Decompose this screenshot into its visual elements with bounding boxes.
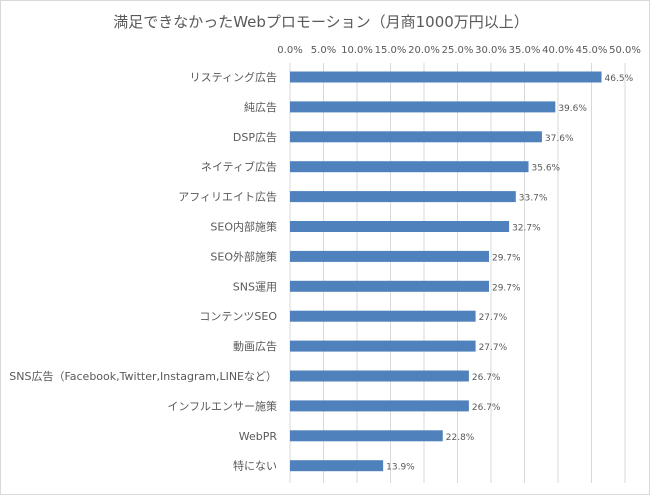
data-label: 29.7% <box>492 283 521 293</box>
category-label: SEO内部施策 <box>210 220 277 234</box>
category-label: コンテンツSEO <box>199 310 277 323</box>
data-label: 33.7% <box>519 194 548 204</box>
bars <box>290 71 602 472</box>
x-tick-label: 15.0% <box>375 45 407 56</box>
category-label: ネイティブ広告 <box>201 160 277 174</box>
data-label: 13.9% <box>386 463 415 473</box>
bar <box>290 340 476 352</box>
bar <box>290 460 384 472</box>
bar <box>290 280 489 292</box>
data-label: 26.7% <box>472 403 501 413</box>
chart-title: 満足できなかったWebプロモーション（月商1000万円以上） <box>113 13 529 31</box>
category-label: 動画広告 <box>233 339 277 353</box>
data-label: 29.7% <box>492 253 521 263</box>
data-label: 27.7% <box>479 343 508 353</box>
x-tick-label: 50.0% <box>609 45 641 56</box>
bar <box>290 71 602 83</box>
data-label: 35.6% <box>532 164 561 174</box>
bar <box>290 400 469 412</box>
bar <box>290 430 443 442</box>
x-tick-label: 25.0% <box>442 45 474 56</box>
x-tick-label: 35.0% <box>509 45 541 56</box>
x-tick-label: 20.0% <box>408 45 440 56</box>
bar <box>290 221 510 232</box>
x-tick-label: 10.0% <box>341 45 373 56</box>
category-label: アフィリエイト広告 <box>178 191 277 204</box>
category-label: 特にない <box>233 459 277 473</box>
category-label: SNS広告（Facebook,Twitter,Instagram,LINEなど） <box>9 370 277 383</box>
bar <box>290 310 476 322</box>
x-tick-label: 30.0% <box>475 45 507 56</box>
category-label: SEO外部施策 <box>210 249 277 263</box>
bar <box>290 250 489 262</box>
x-tick-label: 0.0% <box>277 45 302 56</box>
category-label: DSP広告 <box>233 131 277 144</box>
bar <box>290 101 556 113</box>
category-label: インフルエンサー施策 <box>167 399 277 413</box>
gridlines <box>289 63 626 483</box>
bar <box>290 161 529 173</box>
data-label: 37.6% <box>545 134 574 144</box>
data-label: 32.7% <box>512 224 541 234</box>
bar <box>290 131 542 143</box>
bar <box>290 370 469 382</box>
data-label: 22.8% <box>446 433 475 443</box>
x-tick-label: 45.0% <box>576 45 608 56</box>
data-labels: 46.5% 39.6% 37.6% 35.6% 33.7% 32.7% 29.7% 29.7%… <box>386 74 633 473</box>
data-label: 46.5% <box>605 74 634 84</box>
data-label: 27.7% <box>479 313 508 323</box>
category-label: WebPR <box>239 430 278 443</box>
category-label: 純広告 <box>244 101 277 114</box>
category-label: SNS運用 <box>233 280 277 293</box>
x-tick-label: 40.0% <box>542 45 574 56</box>
data-label: 26.7% <box>472 373 501 383</box>
x-axis-ticks: 0.0% 5.0% 10.0% 15.0% 20.0% 25.0% 30.0% 35.0% 40… <box>277 45 641 56</box>
bar <box>290 191 516 203</box>
data-label: 39.6% <box>558 104 587 114</box>
x-tick-label: 5.0% <box>311 45 336 56</box>
category-label: リスティング広告 <box>190 70 277 84</box>
